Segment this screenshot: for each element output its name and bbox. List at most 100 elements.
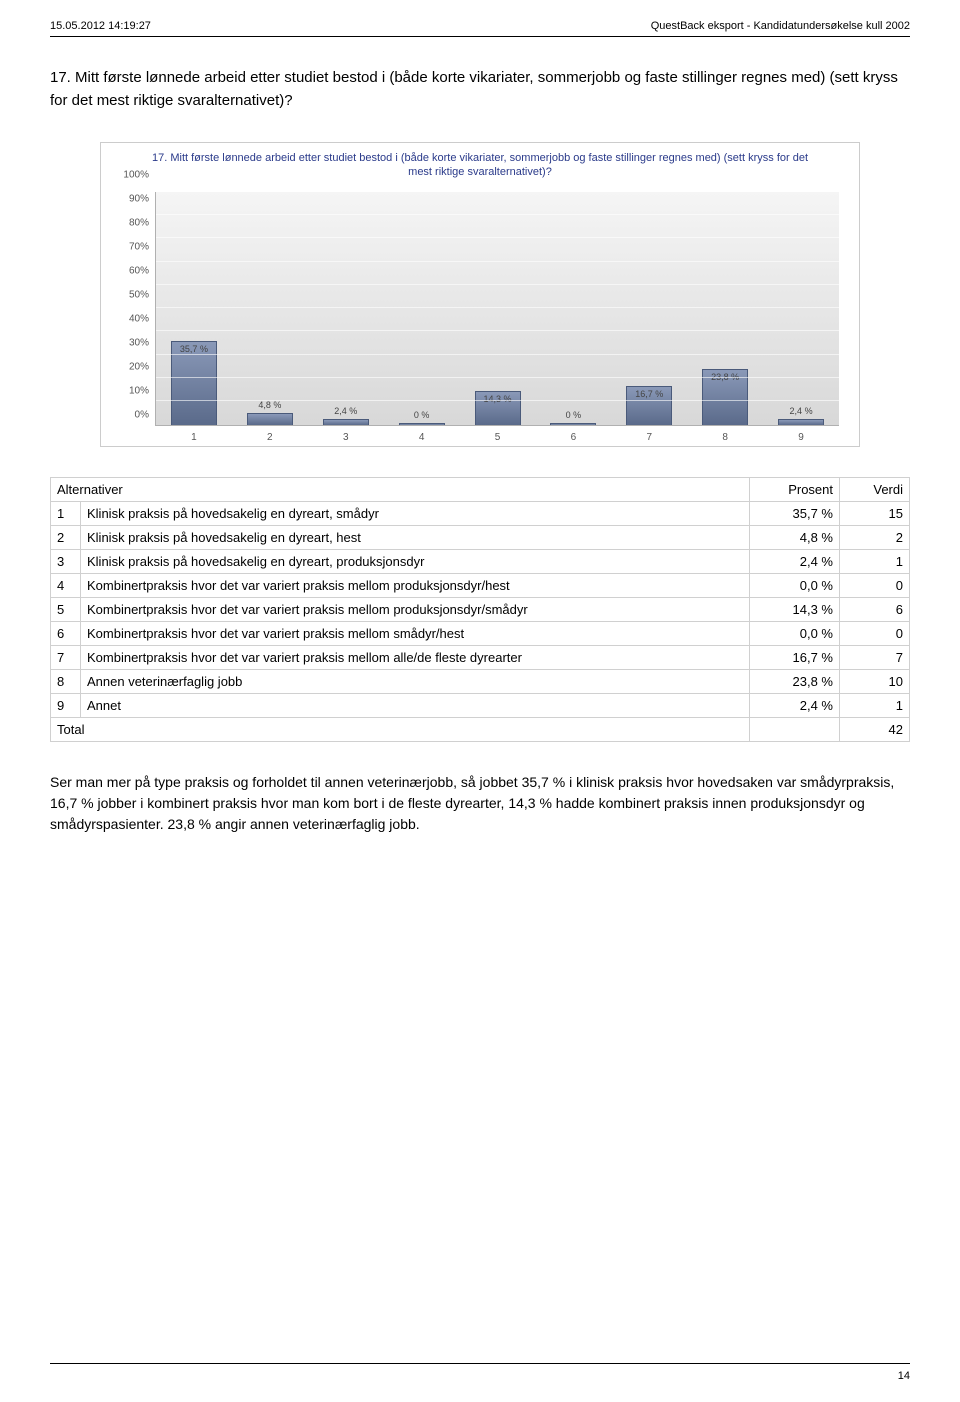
header-export-label: QuestBack eksport - Kandidatundersøkelse… — [651, 20, 910, 32]
y-tick: 80% — [129, 217, 149, 228]
grid-line — [156, 261, 839, 262]
cell-index: 3 — [51, 549, 81, 573]
question-title: 17. Mitt første lønnede arbeid etter stu… — [50, 67, 910, 112]
cell-label: Kombinertpraksis hvor det var variert pr… — [81, 645, 750, 669]
page-footer: 14 — [50, 1363, 910, 1382]
cell-index: 9 — [51, 693, 81, 717]
cell-label: Kombinertpraksis hvor det var variert pr… — [81, 597, 750, 621]
bar: 0 % — [550, 423, 596, 424]
y-tick: 60% — [129, 265, 149, 276]
table-header-row: Alternativer Prosent Verdi — [51, 477, 910, 501]
cell-percent: 23,8 % — [750, 669, 840, 693]
y-tick: 50% — [129, 289, 149, 300]
y-tick: 20% — [129, 361, 149, 372]
bar: 14,3 % — [475, 391, 521, 424]
x-tick: 6 — [571, 432, 577, 443]
bar-slot: 0 %4 — [384, 192, 460, 425]
cell-percent: 0,0 % — [750, 573, 840, 597]
col-verdi: Verdi — [840, 477, 910, 501]
grid-line — [156, 237, 839, 238]
grid-line — [156, 284, 839, 285]
cell-value: 6 — [840, 597, 910, 621]
bar-value-label: 2,4 % — [790, 406, 813, 416]
total-label: Total — [51, 717, 750, 741]
table-row: 4Kombinertpraksis hvor det var variert p… — [51, 573, 910, 597]
bar: 2,4 % — [323, 419, 369, 425]
cell-value: 10 — [840, 669, 910, 693]
cell-value: 2 — [840, 525, 910, 549]
total-pct-empty — [750, 717, 840, 741]
table-row: 8Annen veterinærfaglig jobb23,8 %10 — [51, 669, 910, 693]
bar: 0 % — [399, 423, 445, 424]
cell-label: Kombinertpraksis hvor det var variert pr… — [81, 621, 750, 645]
y-tick: 0% — [135, 409, 149, 420]
x-tick: 8 — [722, 432, 728, 443]
bar-value-label: 14,3 % — [483, 394, 511, 404]
grid-line — [156, 330, 839, 331]
page-number: 14 — [50, 1370, 910, 1382]
bar-value-label: 2,4 % — [334, 406, 357, 416]
bar-slot: 23,8 %8 — [687, 192, 763, 425]
footer-divider — [50, 1363, 910, 1364]
y-tick: 90% — [129, 193, 149, 204]
cell-index: 2 — [51, 525, 81, 549]
total-value: 42 — [840, 717, 910, 741]
y-tick: 30% — [129, 337, 149, 348]
bar-value-label: 0 % — [414, 410, 430, 420]
cell-percent: 0,0 % — [750, 621, 840, 645]
bar-value-label: 4,8 % — [258, 400, 281, 410]
chart-y-axis: 0%10%20%30%40%50%60%70%80%90%100% — [101, 186, 155, 426]
cell-percent: 4,8 % — [750, 525, 840, 549]
y-tick: 70% — [129, 241, 149, 252]
grid-line — [156, 400, 839, 401]
bar-slot: 0 %6 — [535, 192, 611, 425]
cell-label: Klinisk praksis på hovedsakelig en dyrea… — [81, 501, 750, 525]
cell-value: 0 — [840, 621, 910, 645]
cell-value: 7 — [840, 645, 910, 669]
x-tick: 9 — [798, 432, 804, 443]
grid-line — [156, 377, 839, 378]
y-tick: 10% — [129, 385, 149, 396]
x-tick: 1 — [191, 432, 197, 443]
y-tick: 40% — [129, 313, 149, 324]
bar-value-label: 16,7 % — [635, 389, 663, 399]
grid-line — [156, 354, 839, 355]
cell-percent: 14,3 % — [750, 597, 840, 621]
table-row: 5Kombinertpraksis hvor det var variert p… — [51, 597, 910, 621]
grid-line — [156, 307, 839, 308]
table-row: 7 Kombinertpraksis hvor det var variert p… — [51, 645, 910, 669]
cell-index: 5 — [51, 597, 81, 621]
col-prosent: Prosent — [750, 477, 840, 501]
x-tick: 5 — [495, 432, 501, 443]
grid-line — [156, 214, 839, 215]
cell-value: 15 — [840, 501, 910, 525]
cell-label: Annet — [81, 693, 750, 717]
bar-slot: 16,7 %7 — [611, 192, 687, 425]
bar-value-label: 0 % — [566, 410, 582, 420]
cell-index: 8 — [51, 669, 81, 693]
table-row: 3Klinisk praksis på hovedsakelig en dyre… — [51, 549, 910, 573]
cell-label: Annen veterinærfaglig jobb — [81, 669, 750, 693]
cell-index: 6 — [51, 621, 81, 645]
body-paragraph: Ser man mer på type praksis og forholdet… — [50, 772, 910, 835]
table-row: 2Klinisk praksis på hovedsakelig en dyre… — [51, 525, 910, 549]
grid-line — [156, 191, 839, 192]
chart-plot: 35,7 %14,8 %22,4 %30 %414,3 %50 %616,7 %… — [155, 192, 839, 426]
cell-percent: 16,7 % — [750, 645, 840, 669]
cell-percent: 2,4 % — [750, 693, 840, 717]
table-row: 1Klinisk praksis på hovedsakelig en dyre… — [51, 501, 910, 525]
cell-percent: 2,4 % — [750, 549, 840, 573]
data-table: Alternativer Prosent Verdi 1Klinisk prak… — [50, 477, 910, 742]
bar: 16,7 % — [626, 386, 672, 425]
bar-slot: 2,4 %9 — [763, 192, 839, 425]
cell-percent: 35,7 % — [750, 501, 840, 525]
x-tick: 3 — [343, 432, 349, 443]
header-divider — [50, 36, 910, 37]
cell-value: 0 — [840, 573, 910, 597]
y-tick: 100% — [123, 169, 149, 180]
col-alternativer: Alternativer — [51, 477, 750, 501]
cell-index: 1 — [51, 501, 81, 525]
x-tick: 7 — [647, 432, 653, 443]
table-total-row: Total 42 — [51, 717, 910, 741]
x-tick: 2 — [267, 432, 273, 443]
